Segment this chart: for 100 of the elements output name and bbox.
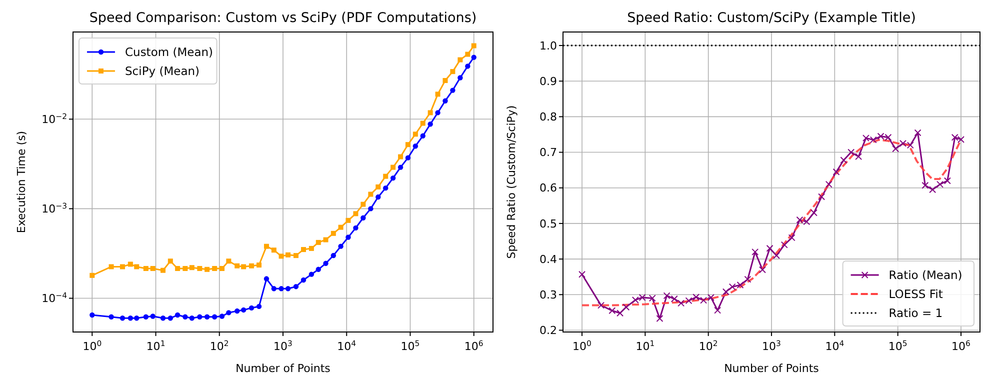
point	[271, 286, 277, 292]
point	[286, 252, 291, 258]
point	[435, 92, 440, 97]
point	[810, 209, 818, 216]
y-tick-label: 0.2	[540, 324, 557, 338]
point	[398, 154, 404, 160]
point	[670, 295, 678, 302]
point	[471, 54, 476, 60]
point	[234, 263, 240, 268]
point	[368, 206, 374, 212]
x-axis-title: Number of Points	[236, 362, 331, 375]
x-tick-label: 10$^{0}$	[82, 338, 102, 353]
chart-title: Speed Comparison: Custom vs SciPy (PDF Computations)	[89, 10, 477, 26]
point	[226, 258, 232, 264]
y-tick-label: 10$^{−3}$	[42, 201, 68, 216]
point	[330, 252, 336, 258]
point	[405, 155, 411, 160]
x-tick-label: 10$^{5}$	[400, 338, 420, 353]
point	[471, 43, 476, 48]
point	[848, 148, 855, 156]
point	[308, 272, 314, 277]
point	[204, 314, 210, 320]
point	[944, 177, 951, 184]
point	[825, 180, 832, 188]
x-tick-label: 10$^{1}$	[636, 338, 655, 353]
point	[308, 246, 314, 251]
x-tick-label: 10$^{5}$	[888, 338, 908, 353]
x-tick-label: 10$^{3}$	[762, 338, 782, 353]
point	[168, 316, 174, 321]
point	[301, 247, 306, 252]
point	[412, 132, 418, 137]
y-tick-label: 0.3	[540, 288, 557, 302]
point	[278, 254, 284, 259]
point	[773, 252, 780, 259]
point	[197, 314, 202, 320]
point	[714, 306, 722, 314]
point	[428, 122, 433, 127]
y-tick-label: 0.6	[540, 182, 557, 195]
point	[766, 244, 774, 252]
y-tick-label: 0.7	[540, 146, 557, 160]
point	[316, 266, 321, 272]
y-tick-label: 10$^{−2}$	[42, 112, 68, 126]
point	[212, 314, 218, 320]
point	[300, 277, 306, 283]
point	[264, 244, 269, 249]
legend-label: LOESS Fit	[888, 287, 944, 302]
point	[744, 276, 752, 283]
point	[442, 78, 448, 84]
x-tick-label: 10$^{3}$	[274, 338, 293, 353]
legend-label: Ratio (Mean)	[888, 268, 962, 282]
y-axis-title: Execution Time (s)	[15, 130, 28, 234]
x-axis-title: Number of Points	[724, 362, 820, 375]
point	[316, 240, 321, 245]
point	[346, 218, 351, 223]
point	[458, 75, 463, 80]
point	[465, 64, 470, 69]
point	[256, 262, 262, 268]
point	[465, 52, 470, 57]
y-tick-label: 10$^{−4}$	[42, 290, 68, 306]
y-tick-label: 0.9	[540, 74, 557, 88]
point	[174, 312, 180, 318]
point	[929, 186, 936, 194]
point	[353, 211, 358, 216]
point	[264, 276, 270, 282]
point	[360, 215, 366, 220]
x-tick-label: 10$^{0}$	[572, 338, 592, 353]
point	[435, 110, 440, 116]
x-tick-label: 10$^{4}$	[825, 338, 844, 353]
y-tick-label: 0.5	[540, 217, 557, 230]
point	[197, 266, 202, 271]
point	[840, 156, 848, 164]
point	[450, 88, 456, 93]
legend-label: SciPy (Mean)	[125, 64, 200, 78]
point	[346, 234, 351, 240]
point	[353, 225, 358, 231]
point	[758, 266, 766, 274]
point	[914, 129, 922, 136]
point	[330, 230, 336, 236]
point	[383, 185, 388, 191]
point	[160, 268, 166, 273]
point	[383, 174, 388, 179]
point	[175, 266, 180, 271]
point	[458, 57, 463, 62]
point	[722, 288, 730, 296]
point	[293, 284, 299, 290]
point	[278, 286, 284, 292]
point	[226, 310, 232, 316]
x-tick-label: 10$^{2}$	[698, 338, 718, 353]
point	[663, 292, 670, 300]
point	[752, 248, 759, 256]
point	[428, 110, 433, 116]
point	[692, 294, 700, 301]
point	[390, 164, 396, 170]
x-tick-label: 10$^{6}$	[952, 338, 971, 353]
point	[212, 266, 218, 271]
point	[219, 314, 225, 319]
x-tick-label: 10$^{1}$	[146, 338, 166, 353]
point	[204, 266, 210, 272]
point	[182, 266, 188, 271]
point	[656, 314, 664, 322]
